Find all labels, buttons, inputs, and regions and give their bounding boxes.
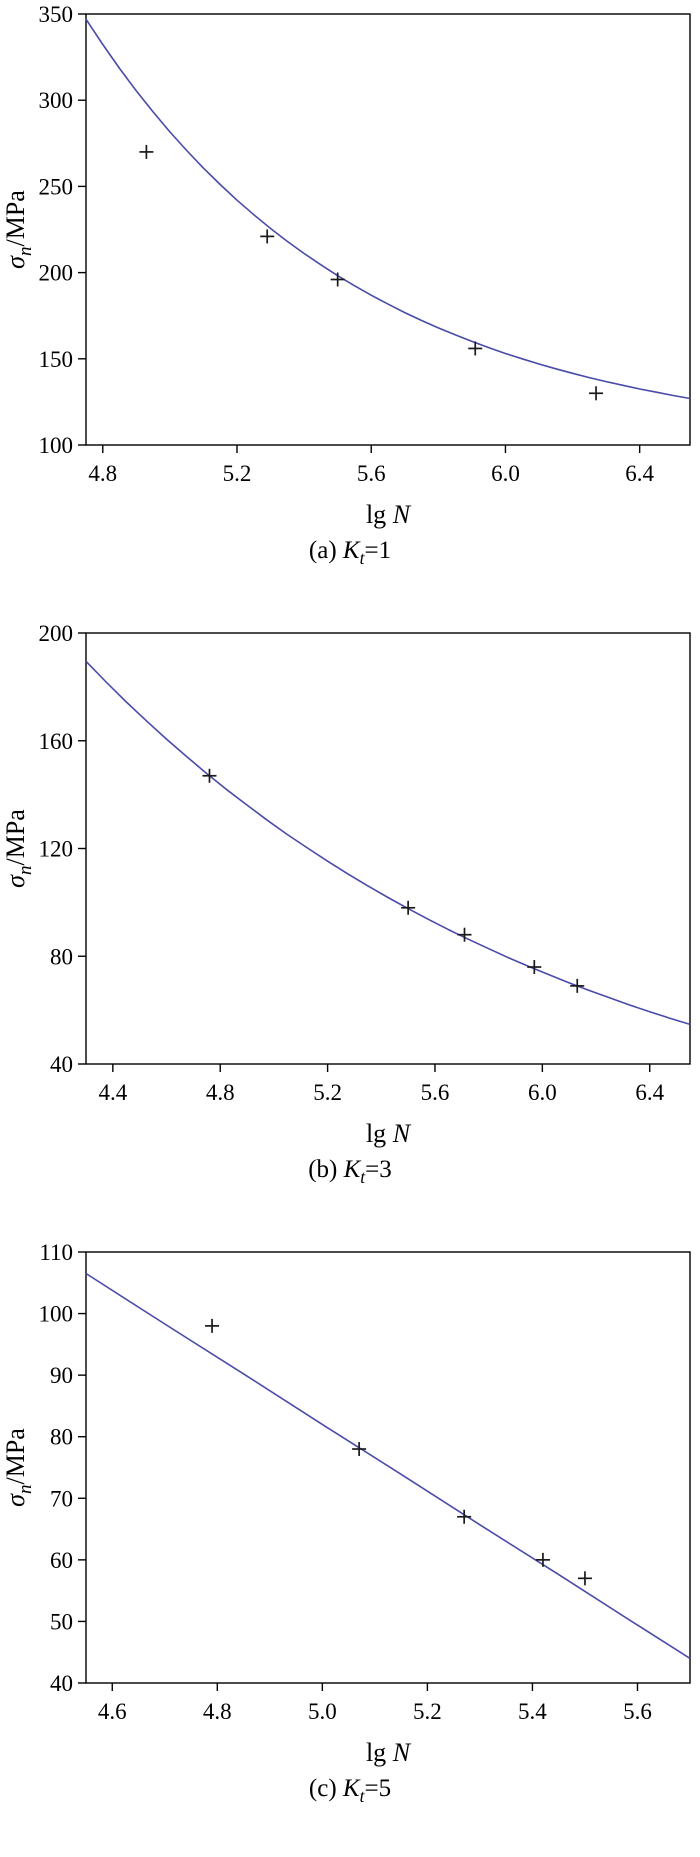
x-tick-label: 4.6 (98, 1699, 127, 1724)
fit-curve (85, 18, 691, 400)
x-tick-label: 4.8 (88, 461, 117, 486)
x-tick-label: 5.2 (223, 461, 252, 486)
y-tick-label: 50 (50, 1609, 73, 1634)
figure-panel-b: 4.4 4.8 5.2 5.6 6.0 6.4 40 80 120 160 200 lg N σn/MP… (0, 619, 700, 1238)
fit-curve (85, 1272, 691, 1660)
y-tick-label: 350 (39, 2, 74, 27)
y-tick-label: 40 (50, 1671, 73, 1696)
x-tick-label: 6.0 (491, 461, 520, 486)
x-tick-label: 5.6 (421, 1080, 450, 1105)
y-tick-label: 70 (50, 1486, 73, 1511)
y-tick-label: 250 (39, 174, 74, 199)
x-tick-label: 4.4 (98, 1080, 127, 1105)
x-tick-label: 5.2 (313, 1080, 342, 1105)
y-tick-label: 80 (50, 1425, 73, 1450)
x-tick-label: 6.4 (625, 461, 654, 486)
y-tick-label: 150 (39, 347, 74, 372)
y-tick-label: 80 (50, 944, 73, 969)
y-tick-label: 100 (39, 433, 74, 458)
chart-caption-b: (b) Kt=3 (308, 1156, 392, 1187)
sn-curve-chart-c: 4.6 4.8 5.0 5.2 5.4 5.6 40 50 60 70 80 90 100 110 lg N… (1, 1240, 691, 1767)
plot-frame (85, 632, 691, 1065)
y-tick-label: 110 (39, 1240, 73, 1265)
y-tick-label: 160 (39, 729, 74, 754)
x-tick-label: 6.0 (528, 1080, 557, 1105)
y-tick-label: 60 (50, 1548, 73, 1573)
x-tick-label: 5.6 (623, 1699, 652, 1724)
y-axis-label: σn/MPa (1, 190, 36, 269)
y-tick-label: 200 (39, 621, 74, 646)
chart-caption-c: (c) Kt=5 (308, 1775, 392, 1806)
y-tick-label: 300 (39, 88, 74, 113)
x-tick-label: 5.0 (308, 1699, 337, 1724)
y-tick-label: 200 (39, 261, 74, 286)
x-axis-label: lg N (366, 1119, 412, 1148)
x-tick-label: 6.4 (635, 1080, 664, 1105)
sn-curve-chart-a: 4.8 5.2 5.6 6.0 6.4 100 150 200 250 300 350 lg N σn/… (1, 2, 691, 529)
x-tick-label: 4.8 (206, 1080, 235, 1105)
x-axis-label: lg N (366, 1738, 412, 1767)
y-axis-label: σn/MPa (1, 1428, 36, 1507)
sn-curve-chart-b: 4.4 4.8 5.2 5.6 6.0 6.4 40 80 120 160 200 lg N σn/MP… (1, 621, 691, 1148)
y-tick-label: 100 (39, 1302, 74, 1327)
x-tick-label: 4.8 (203, 1699, 232, 1724)
x-tick-label: 5.6 (357, 461, 386, 486)
figure-panel-a: 4.8 5.2 5.6 6.0 6.4 100 150 200 250 300 350 lg N σn/… (0, 0, 700, 619)
x-tick-label: 5.4 (518, 1699, 547, 1724)
x-tick-label: 5.2 (413, 1699, 442, 1724)
y-tick-label: 40 (50, 1052, 73, 1077)
y-tick-label: 90 (50, 1363, 73, 1388)
chart-caption-a: (a) Kt=1 (308, 537, 392, 568)
fit-curve (85, 660, 691, 1026)
figure-panel-c: 4.6 4.8 5.0 5.2 5.4 5.6 40 50 60 70 80 90 100 110 lg N… (0, 1238, 700, 1857)
plot-frame (85, 1251, 691, 1684)
plot-frame (85, 13, 691, 446)
y-tick-label: 120 (39, 837, 74, 862)
y-axis-label: σn/MPa (1, 809, 36, 888)
x-axis-label: lg N (366, 500, 412, 529)
